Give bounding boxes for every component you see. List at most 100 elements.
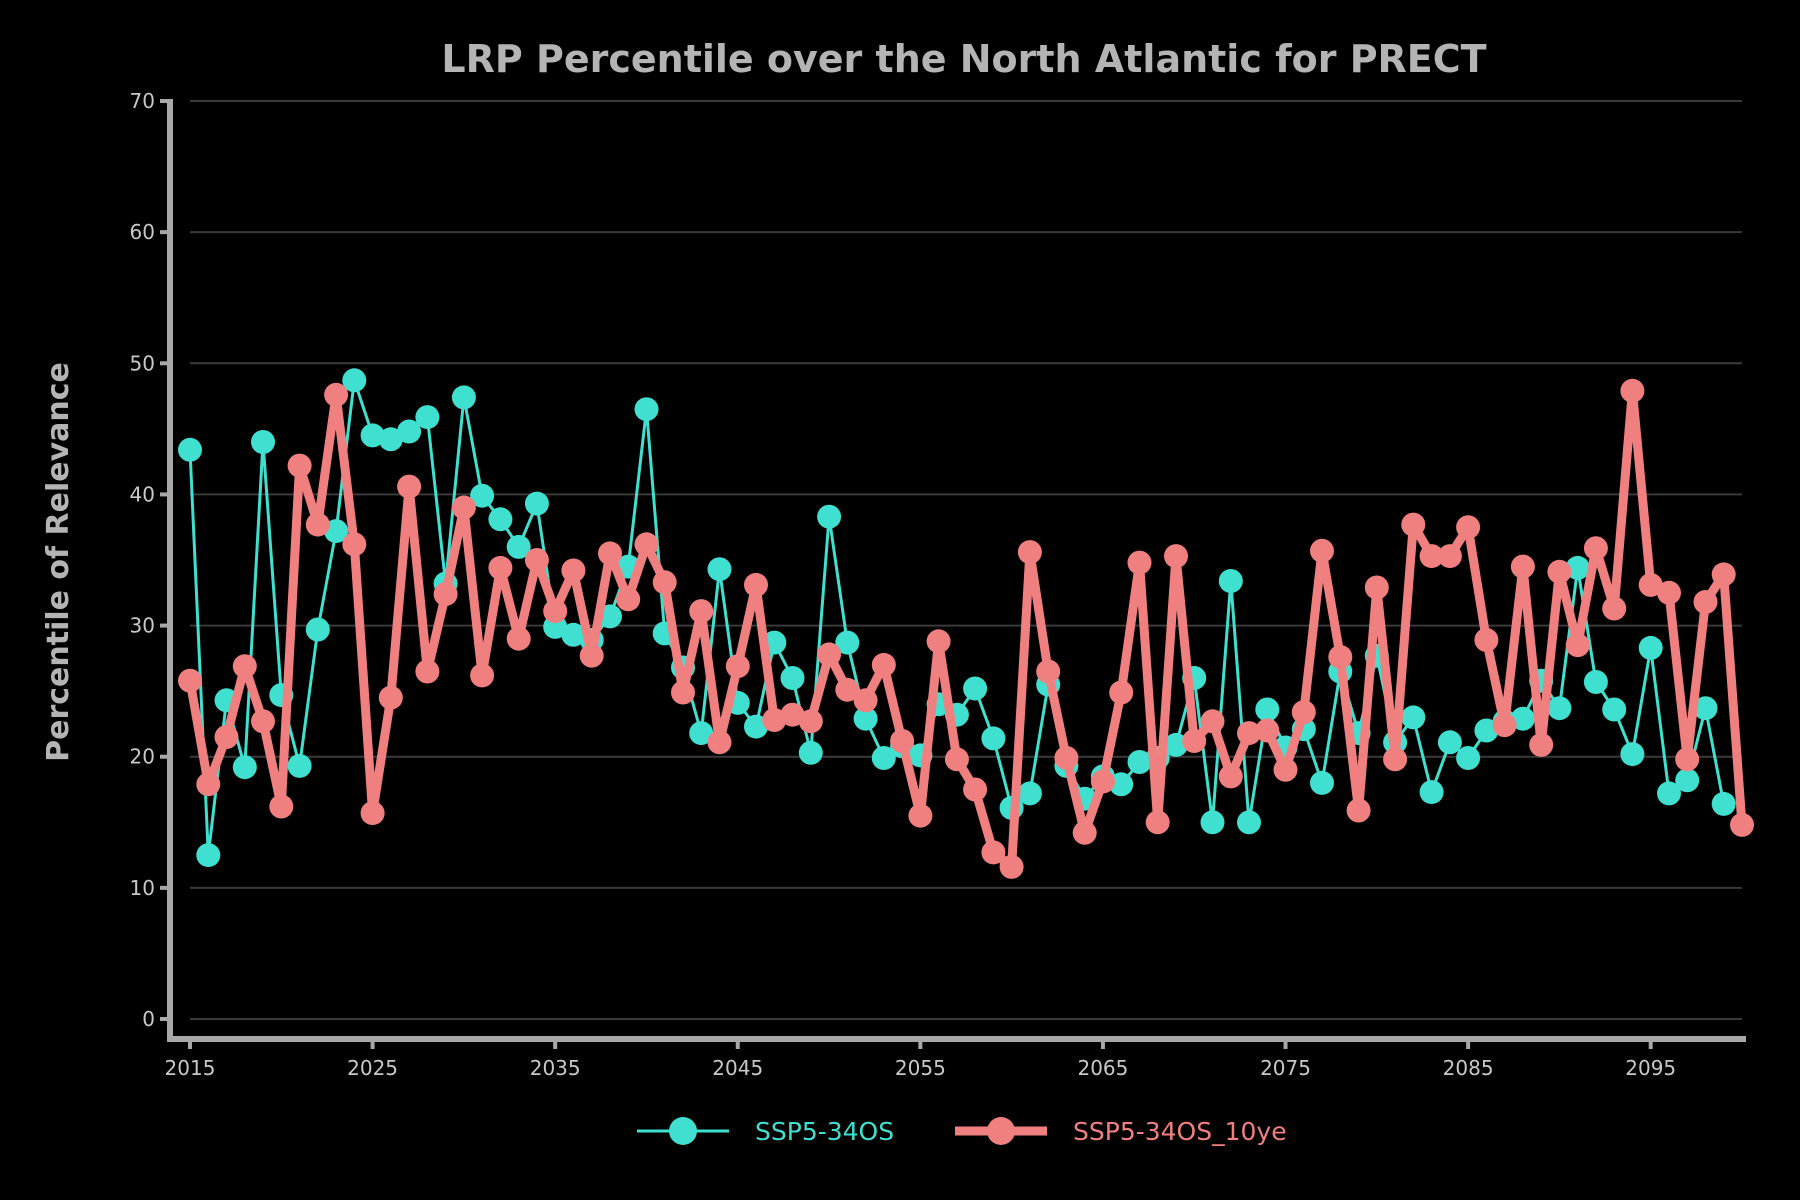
data-point: [1164, 732, 1188, 757]
data-point: [744, 572, 768, 597]
data-point: [524, 491, 549, 516]
data-point: [1547, 696, 1572, 721]
data-point: [178, 437, 202, 462]
data-point: [926, 629, 951, 654]
data-point: [1291, 700, 1316, 725]
data-point: [798, 740, 823, 765]
data-point: [287, 753, 312, 778]
data-point: [1218, 764, 1243, 789]
data-point: [1565, 555, 1590, 580]
data-point: [1036, 659, 1061, 684]
legend-item-0: SSP5-34OS: [637, 1117, 894, 1146]
data-point: [1711, 562, 1736, 587]
data-point: [616, 587, 641, 612]
data-point: [744, 714, 768, 739]
legend-item-1: SSP5-34OS_10ye: [955, 1117, 1287, 1146]
data-point: [1200, 709, 1225, 734]
data-point: [1090, 769, 1115, 794]
x-tick-label-2: 2035: [530, 1056, 581, 1080]
x-tick-label-4: 2055: [895, 1056, 946, 1080]
data-point: [1730, 812, 1754, 837]
data-point: [598, 541, 622, 566]
y-tick-label-5: 50: [130, 351, 155, 375]
y-tick-label-4: 40: [130, 482, 155, 506]
data-point: [1109, 680, 1134, 705]
data-point: [1547, 559, 1572, 584]
data-point: [944, 747, 969, 772]
data-point: [1237, 810, 1261, 835]
x-tick-label-8: 2095: [1625, 1056, 1676, 1080]
data-point: [1657, 781, 1681, 806]
y-tick-label-6: 60: [130, 220, 155, 244]
data-point: [671, 680, 695, 705]
data-point: [342, 532, 367, 557]
data-point: [634, 397, 659, 422]
data-point: [853, 688, 878, 713]
data-point: [835, 630, 860, 655]
data-point: [1310, 770, 1334, 795]
data-point: [835, 677, 860, 702]
data-point: [415, 659, 440, 684]
data-point: [232, 755, 257, 780]
x-tick-label-5: 2065: [1077, 1056, 1128, 1080]
data-point: [451, 385, 476, 410]
data-point: [506, 626, 531, 651]
data-point: [853, 706, 878, 731]
grid-lines: [190, 100, 1742, 1020]
data-point: [1711, 791, 1736, 816]
data-point: [908, 803, 933, 828]
data-point: [1620, 378, 1645, 403]
x-tick-label-1: 2025: [347, 1056, 398, 1080]
data-point: [1456, 515, 1481, 540]
data-point: [1017, 781, 1042, 806]
data-point: [871, 746, 896, 770]
data-point: [1127, 550, 1152, 575]
data-point: [1072, 820, 1097, 845]
data-point: [1383, 747, 1408, 772]
data-point: [817, 504, 842, 529]
data-point: [981, 726, 1006, 751]
x-tick-label-6: 2075: [1260, 1056, 1311, 1080]
x-tick-label-3: 2045: [712, 1056, 763, 1080]
legend-label-1: SSP5-34OS_10ye: [1073, 1117, 1287, 1146]
data-point: [1565, 633, 1590, 658]
data-point: [1273, 757, 1298, 782]
data-point: [689, 599, 714, 624]
data-point: [397, 474, 422, 499]
data-point: [269, 794, 294, 819]
data-point: [378, 685, 403, 710]
data-point: [1529, 732, 1554, 757]
data-point: [1109, 772, 1134, 797]
data-point: [634, 532, 659, 557]
data-point: [1492, 713, 1517, 738]
data-point: [524, 548, 549, 572]
data-point: [1401, 705, 1426, 730]
data-point: [1145, 810, 1170, 835]
y-tick-label-1: 10: [130, 876, 155, 900]
data-point: [1364, 575, 1389, 600]
data-point: [1602, 596, 1627, 621]
data-point: [1456, 746, 1481, 770]
data-point: [1675, 768, 1700, 793]
series-1: [178, 378, 1754, 879]
data-point: [415, 405, 440, 430]
data-point: [689, 721, 714, 746]
data-point: [305, 512, 330, 537]
series-group: [178, 368, 1754, 879]
data-point: [1054, 746, 1079, 770]
data-point: [451, 495, 476, 520]
series-0: [178, 368, 1736, 868]
data-point: [1255, 718, 1280, 743]
data-point: [397, 419, 422, 444]
y-tick-label-2: 20: [130, 745, 155, 769]
data-point: [1237, 721, 1261, 746]
data-point: [1602, 697, 1627, 722]
data-point: [707, 557, 732, 582]
data-point: [1182, 729, 1207, 753]
data-point: [360, 801, 385, 826]
data-point: [652, 570, 677, 595]
data-point: [360, 423, 385, 448]
y-tick-labels: 0 10 20 30 40 50 60 70: [130, 89, 170, 1031]
data-point: [232, 654, 257, 679]
